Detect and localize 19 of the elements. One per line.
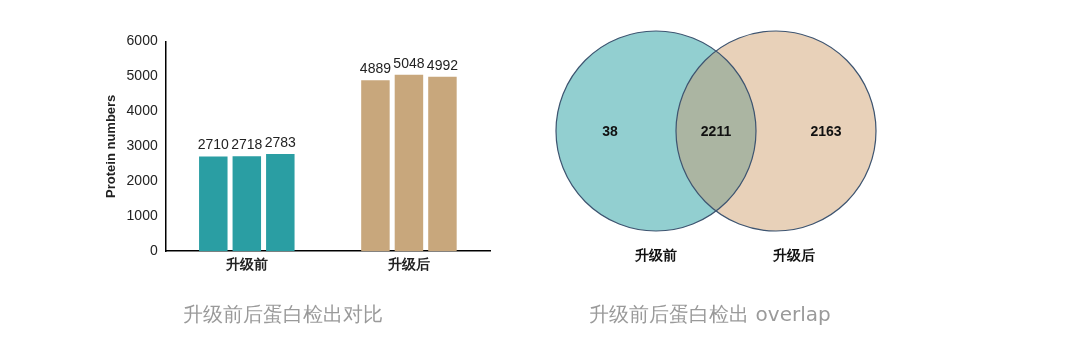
data-label: 2211: [700, 123, 732, 139]
y-tick-label: 5000: [126, 67, 158, 84]
y-tick-label: 1000: [126, 207, 158, 224]
y-tick-label: 3000: [126, 137, 158, 154]
data-label: 4992: [426, 56, 459, 73]
text: 升级前后蛋白检出对比: [183, 301, 383, 328]
data-label: 2163: [810, 123, 842, 139]
data-label: 2718: [231, 136, 263, 153]
data-label: 5048: [393, 54, 425, 71]
data-label: 2783: [264, 133, 297, 150]
y-axis-title: Protein numbers: [103, 94, 119, 198]
y-tick-label: 6000: [126, 32, 158, 49]
y-tick-label: 0: [149, 242, 158, 259]
data-label: 2710: [197, 136, 230, 153]
data-label: 38: [602, 123, 618, 139]
data-label: 4889: [359, 60, 392, 77]
y-tick-label: 2000: [126, 172, 158, 189]
text: 升级前后蛋白检出 overlap: [589, 301, 831, 328]
y-tick-label: 4000: [126, 102, 158, 119]
